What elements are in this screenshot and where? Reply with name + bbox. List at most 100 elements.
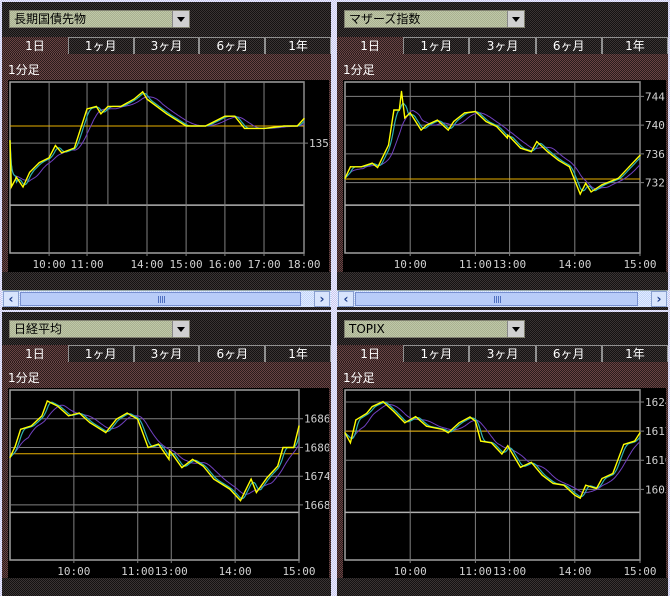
x-tick-label: 11:00 <box>459 258 492 271</box>
horizontal-scrollbar[interactable]: ‹ › <box>337 290 668 307</box>
price-point <box>266 477 268 479</box>
interval-label: 1分足 <box>8 63 40 77</box>
chevron-down-icon[interactable] <box>507 11 524 27</box>
y-tick-label: 16740 <box>304 470 329 483</box>
tab-period[interactable]: 1日 <box>337 345 404 362</box>
instrument-select[interactable]: マザーズ指数 <box>344 10 525 28</box>
y-tick-label: 1610 <box>645 454 666 467</box>
price-point <box>474 420 476 422</box>
price-point <box>480 440 482 442</box>
y-tick-label: 740 <box>645 119 665 132</box>
tab-period[interactable]: 3ヶ月 <box>133 345 200 362</box>
price-point <box>213 478 215 480</box>
price-point <box>574 494 576 496</box>
tab-period[interactable]: 1ヶ月 <box>67 37 134 54</box>
panel-mothers: マザーズ指数 1日 1ヶ月 3ヶ月 6ヶ月 1年 1分足 744 740 736 732 10:00 1… <box>337 2 668 310</box>
plot-frame <box>9 81 305 254</box>
scroll-thumb[interactable] <box>355 292 638 306</box>
price-point <box>509 448 511 450</box>
chevron-down-icon[interactable] <box>172 321 189 337</box>
price-chart: 744 740 736 732 10:00 11:00 13:00 14:00 15:00 <box>343 80 666 272</box>
y-tick-label: 1624 <box>645 396 666 409</box>
price-point <box>168 458 170 461</box>
price-point <box>48 157 50 159</box>
tab-period[interactable]: 6ヶ月 <box>535 345 602 362</box>
price-point <box>54 144 57 147</box>
price-point <box>463 112 466 114</box>
x-tick-label: 14:00 <box>558 565 591 578</box>
price-point <box>250 478 252 480</box>
x-tick-label: 17:00 <box>247 258 280 271</box>
price-point <box>78 412 80 414</box>
tab-period[interactable]: 1年 <box>265 37 331 54</box>
price-point <box>277 465 279 467</box>
tab-period[interactable]: 1日 <box>2 37 68 54</box>
instrument-name: TOPIX <box>349 322 385 336</box>
x-tick-label: 10:00 <box>33 258 66 271</box>
x-tick-label: 14:00 <box>130 258 163 271</box>
scroll-right-button[interactable]: › <box>651 291 667 307</box>
scroll-right-button[interactable]: › <box>314 291 330 307</box>
price-point <box>344 432 346 434</box>
instrument-select[interactable]: 長期国債先物 <box>9 10 190 28</box>
price-point <box>229 488 231 490</box>
price-point <box>366 412 368 414</box>
price-point <box>38 162 40 164</box>
chevron-down-icon[interactable] <box>507 321 524 337</box>
scroll-thumb[interactable] <box>20 292 301 306</box>
price-point <box>639 154 641 156</box>
price-point <box>185 125 187 127</box>
instrument-select[interactable]: 日経平均 <box>9 320 190 338</box>
price-point <box>100 113 102 115</box>
price-point <box>541 474 543 476</box>
tab-period[interactable]: 6ヶ月 <box>199 345 266 362</box>
plot-frame <box>9 389 300 561</box>
price-point <box>376 166 379 169</box>
tab-period[interactable]: 1年 <box>601 37 668 54</box>
tab-period[interactable]: 6ヶ月 <box>199 37 266 54</box>
y-tick-label: 16800 <box>304 441 329 454</box>
scroll-left-button[interactable]: ‹ <box>338 291 354 307</box>
tab-period[interactable]: 1日 <box>2 345 68 362</box>
price-point <box>303 118 305 120</box>
price-point <box>496 125 498 128</box>
price-point <box>393 109 395 111</box>
price-point <box>296 125 298 127</box>
tab-period[interactable]: 1年 <box>265 345 331 362</box>
tab-period[interactable]: 1ヶ月 <box>67 345 134 362</box>
price-point <box>453 120 455 123</box>
price-point <box>14 445 16 447</box>
price-point <box>485 120 487 123</box>
price-point <box>204 125 207 127</box>
price-point <box>509 136 511 138</box>
price-point <box>563 484 565 486</box>
price-chart: 135 10:00 11:00 14:00 15:00 16:00 17:00 18:00 <box>8 80 329 272</box>
chevron-down-icon[interactable] <box>172 11 189 27</box>
y-tick-label: 1603 <box>645 483 666 496</box>
price-point <box>30 425 32 427</box>
price-point <box>157 443 160 445</box>
price-point <box>623 443 625 446</box>
tab-period[interactable]: 1ヶ月 <box>403 37 470 54</box>
period-tabs: 1日 1ヶ月 3ヶ月 6ヶ月 1年 <box>2 37 331 54</box>
price-point <box>519 466 522 468</box>
tab-period[interactable]: 3ヶ月 <box>133 37 200 54</box>
price-point <box>393 411 395 413</box>
scroll-left-button[interactable]: ‹ <box>3 291 19 307</box>
interval-label: 1分足 <box>343 63 375 77</box>
tab-period[interactable]: 3ヶ月 <box>469 345 536 362</box>
tab-period[interactable]: 3ヶ月 <box>469 37 536 54</box>
price-point <box>255 491 258 494</box>
instrument-select[interactable]: TOPIX <box>344 320 525 338</box>
horizontal-scrollbar[interactable]: ‹ › <box>2 290 331 307</box>
x-tick-label: 13:00 <box>155 565 188 578</box>
period-tabs: 1日 1ヶ月 3ヶ月 6ヶ月 1年 <box>337 37 668 54</box>
price-point <box>22 186 24 188</box>
price-point <box>133 98 135 100</box>
tab-period[interactable]: 1年 <box>601 345 668 362</box>
tab-period[interactable]: 1ヶ月 <box>403 345 470 362</box>
x-tick-label: 14:00 <box>558 258 591 271</box>
tab-period[interactable]: 6ヶ月 <box>535 37 602 54</box>
tab-period[interactable]: 1日 <box>337 37 404 54</box>
